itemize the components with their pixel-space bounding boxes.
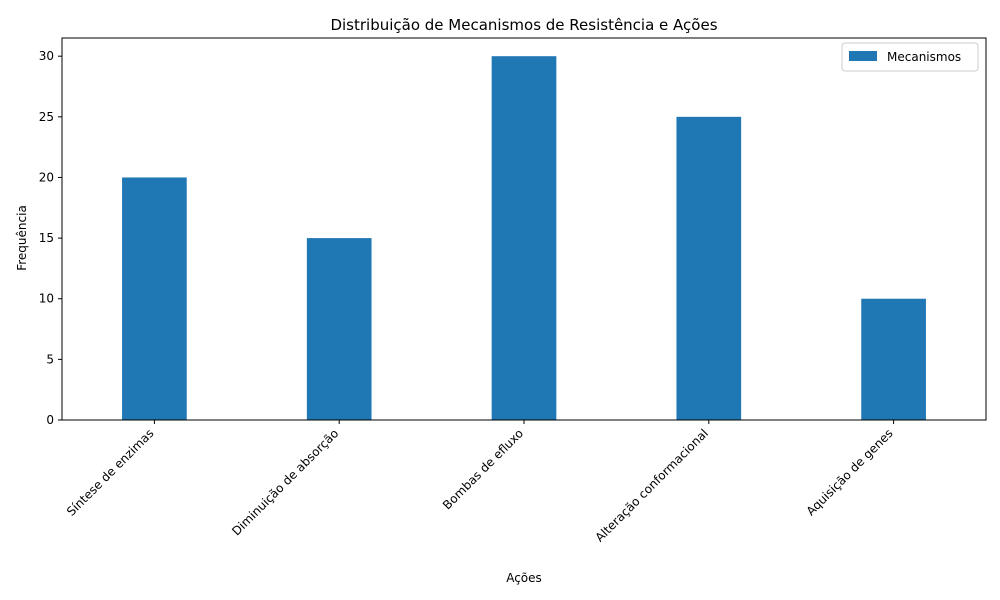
- bar: [676, 116, 742, 421]
- legend-label: Mecanismos: [887, 50, 961, 64]
- bar: [122, 177, 187, 420]
- chart-title: Distribuição de Mecanismos de Resistênci…: [330, 16, 717, 34]
- y-tick-label: 0: [46, 413, 54, 427]
- legend: Mecanismos: [841, 42, 979, 72]
- x-tick-label: Aquisição de genes: [804, 426, 896, 518]
- x-axis-label: Ações: [506, 571, 542, 585]
- plot-area: 0 5 10 15 20 25 30 Síntese de enzimas Diminuição…: [39, 37, 987, 545]
- y-tick-label: 15: [39, 231, 54, 245]
- legend-swatch: [849, 51, 877, 61]
- bar: [306, 238, 372, 420]
- y-tick-label: 20: [39, 170, 54, 184]
- y-tick-label: 30: [39, 49, 54, 63]
- plot-frame: [61, 37, 987, 421]
- x-tick-label: Diminuição de absorção: [229, 426, 341, 538]
- x-tick-label: Alteração conformacional: [593, 426, 711, 544]
- y-tick-label: 25: [39, 110, 54, 124]
- y-axis-label: Frequência: [15, 205, 29, 271]
- legend-box: [841, 42, 979, 72]
- bar: [491, 56, 557, 420]
- x-tick-label: Bombas de efluxo: [440, 426, 526, 512]
- y-tick-label: 5: [46, 352, 54, 366]
- x-tick-label: Síntese de enzimas: [64, 426, 157, 519]
- y-tick-label: 10: [39, 292, 54, 306]
- bar: [861, 298, 926, 420]
